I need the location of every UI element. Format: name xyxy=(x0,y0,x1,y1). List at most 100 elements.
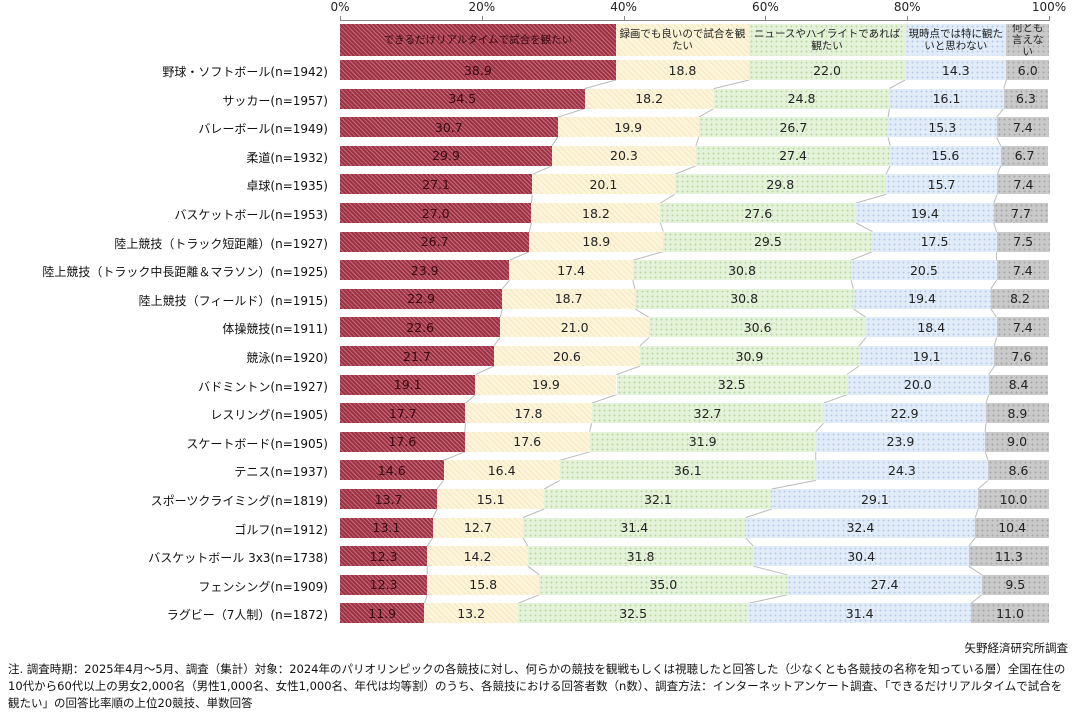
connector-line xyxy=(659,222,664,232)
connector-line xyxy=(530,194,533,204)
category-label: 陸上競技（トラック短距離）(n=1927) xyxy=(114,236,328,251)
bar-segment: 7.4 xyxy=(996,260,1049,281)
category-label: バスケットボール(n=1953) xyxy=(174,208,328,222)
connector-line xyxy=(815,422,824,433)
x-tick-mark xyxy=(1049,16,1050,21)
category-label: 体操競技(n=1911) xyxy=(222,322,328,337)
connector-line xyxy=(993,337,998,347)
bar-segment: 20.6 xyxy=(493,346,640,366)
bar-segment: 18.9 xyxy=(529,231,664,252)
bar-segment: 19.9 xyxy=(475,374,617,395)
x-tick-mark xyxy=(765,16,767,21)
connector-line xyxy=(855,222,873,233)
bar-segment: 18.2 xyxy=(531,203,661,223)
connector-line xyxy=(745,537,754,547)
connector-line xyxy=(748,594,788,604)
bar-segment: 36.1 xyxy=(559,460,816,481)
connector-line xyxy=(551,136,559,147)
bar-segment: 20.3 xyxy=(551,145,696,166)
bar-segment: 22.0 xyxy=(749,60,906,80)
connector-line xyxy=(634,308,650,318)
connector-line xyxy=(968,537,976,547)
connector-line xyxy=(977,480,989,490)
bar-segment: 30.4 xyxy=(753,546,969,567)
bar-segment: 12.3 xyxy=(340,546,428,567)
x-axis-line xyxy=(340,20,1049,21)
bar-segment: 27.4 xyxy=(787,574,982,595)
x-tick-label: 40% xyxy=(610,0,637,14)
bar-segment: 30.6 xyxy=(649,317,867,338)
category-label: 卓球(n=1935) xyxy=(246,179,328,194)
connector-line xyxy=(993,222,998,232)
category-label: ラグビー（7人制）(n=1872) xyxy=(166,608,328,623)
bar-segment: 22.9 xyxy=(340,288,503,309)
bar-segment: 15.7 xyxy=(885,174,998,195)
legend-item: 録画でも良いので試合を観たい xyxy=(615,24,750,56)
bar-segment: 15.1 xyxy=(437,489,545,509)
bar-segment: 7.4 xyxy=(996,317,1049,338)
bar-segment: 29.1 xyxy=(771,489,979,509)
footnote: 注. 調査時期：2025年4月～5月、調査（集計）対象：2024年のパリオリンピ… xyxy=(8,662,1066,710)
legend-item: 現時点では特に観たいと思わない xyxy=(905,24,1007,56)
bar-segment: 15.6 xyxy=(890,145,1001,166)
bar-segment: 21.0 xyxy=(500,317,650,338)
connector-line xyxy=(850,280,854,289)
connector-line xyxy=(990,279,997,290)
bar-segment: 6.3 xyxy=(1003,88,1049,109)
connector-line xyxy=(632,280,636,289)
x-tick-mark xyxy=(481,16,483,21)
bar-segment: 20.5 xyxy=(851,260,997,281)
connector-line xyxy=(990,308,997,318)
connector-line xyxy=(985,394,990,404)
connector-line xyxy=(543,479,561,490)
bar-segment: 8.6 xyxy=(988,460,1049,481)
category-label: スポーツクライミング(n=1819) xyxy=(150,494,328,508)
category-label: 柔道(n=1932) xyxy=(246,150,328,165)
connector-line xyxy=(851,251,873,261)
bar-segment: 20.0 xyxy=(846,374,989,395)
connector-line xyxy=(974,508,979,518)
bar-segment: 30.7 xyxy=(340,117,558,138)
bar-segment: 9.0 xyxy=(985,431,1049,452)
connector-line xyxy=(889,79,906,90)
connector-line xyxy=(475,365,495,376)
bar-segment: 16.4 xyxy=(443,460,560,481)
bar-segment: 8.2 xyxy=(990,288,1049,309)
connector-line xyxy=(559,451,590,461)
bar-segment: 10.4 xyxy=(975,517,1049,538)
bar-segment: 8.9 xyxy=(985,403,1049,424)
bar-segment: 30.8 xyxy=(632,260,852,281)
bar-segment: 7.7 xyxy=(993,203,1049,223)
connector-line xyxy=(639,337,650,347)
bar-segment: 7.4 xyxy=(997,174,1050,195)
bar-segment: 24.8 xyxy=(713,88,890,109)
bar-segment: 7.4 xyxy=(996,117,1049,138)
connector-line xyxy=(1003,79,1007,89)
category-label: バレーボール(n=1949) xyxy=(198,122,328,137)
connector-line xyxy=(887,137,891,146)
bar-segment: 6.7 xyxy=(1000,145,1049,166)
bar-segment: 14.3 xyxy=(905,60,1007,80)
bar-segment: 15.8 xyxy=(427,574,540,595)
connector-line xyxy=(988,365,995,375)
bar-segment: 9.5 xyxy=(981,574,1049,595)
bar-segment: 21.7 xyxy=(340,346,494,366)
connector-line xyxy=(996,165,1002,175)
bar-segment: 22.9 xyxy=(823,403,986,424)
bar-segment: 31.9 xyxy=(589,431,816,452)
connector-line xyxy=(745,508,772,519)
connector-line xyxy=(984,451,989,461)
bar-segment: 32.5 xyxy=(616,374,847,395)
category-label: 野球・ソフトボール(n=1942) xyxy=(162,65,328,79)
bar-segment: 11.0 xyxy=(971,603,1049,624)
connector-line xyxy=(426,537,434,547)
bar-segment: 29.5 xyxy=(663,231,873,252)
bar-segment: 18.2 xyxy=(584,88,714,109)
bar-segment: 23.9 xyxy=(815,431,986,452)
x-tick-mark xyxy=(340,16,341,21)
bar-segment: 6.0 xyxy=(1006,60,1049,80)
bar-segment: 17.6 xyxy=(464,431,590,452)
category-label: サッカー(n=1957) xyxy=(222,93,328,108)
bar-segment: 17.8 xyxy=(465,403,592,424)
category-label: レスリング(n=1905) xyxy=(210,408,328,423)
